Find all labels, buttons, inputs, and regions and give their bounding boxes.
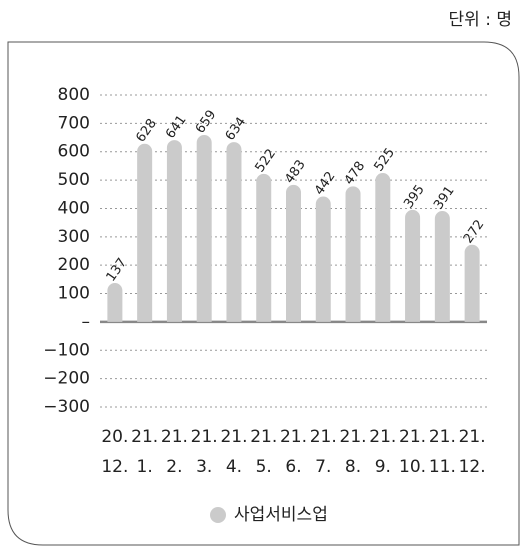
frame — [7, 41, 520, 546]
y-tick-label: 400 — [58, 198, 90, 218]
y-tick-label: 600 — [58, 142, 90, 162]
y-tick-label: 800 — [58, 85, 90, 105]
y-tick-label: – — [82, 312, 91, 332]
value-label: 442 — [312, 169, 339, 198]
x-tick-label: 21. 11. — [429, 427, 456, 477]
x-tick-label: 21. 3. — [191, 427, 218, 477]
x-tick-label: 21. 10. — [399, 427, 426, 477]
bar — [464, 244, 480, 322]
bar — [345, 186, 361, 322]
y-tick-label: −200 — [43, 369, 90, 389]
x-tick-label: 21. 4. — [220, 427, 247, 477]
y-tick-label: 300 — [58, 227, 90, 247]
bar — [196, 134, 212, 322]
y-tick-label: 500 — [58, 170, 90, 190]
bar — [226, 142, 242, 322]
value-label: 483 — [282, 157, 309, 186]
bar — [137, 143, 153, 322]
y-tick-label: 100 — [58, 284, 90, 304]
bar — [286, 184, 301, 322]
x-tick-label: 21. 9. — [369, 427, 396, 477]
y-tick-label: 700 — [58, 113, 90, 133]
x-tick-label: 21. 7. — [310, 427, 337, 477]
bar — [256, 173, 272, 322]
y-tick-label: 200 — [58, 255, 90, 275]
bar — [107, 283, 123, 322]
value-label: 137 — [104, 256, 131, 285]
bar — [434, 211, 450, 322]
x-tick-label: 21. 2. — [161, 427, 188, 477]
bar — [405, 209, 421, 322]
y-tick-label: −100 — [43, 340, 90, 360]
value-label: 522 — [252, 146, 279, 175]
legend-swatch — [210, 507, 226, 523]
value-label: 659 — [193, 108, 220, 137]
value-label: 272 — [461, 217, 488, 246]
x-tick-label: 21. 8. — [340, 427, 367, 477]
value-label: 525 — [372, 146, 399, 175]
legend-label: 사업서비스업 — [234, 505, 328, 525]
unit: 단위 : 명 — [449, 10, 512, 30]
value-label: 478 — [342, 159, 369, 188]
bar — [315, 196, 331, 322]
x-tick-label: 21. 6. — [280, 427, 307, 477]
value-label: 628 — [133, 116, 160, 145]
bar — [166, 140, 182, 322]
x-tick-label: 20. 12. — [101, 427, 128, 477]
x-tick-label: 21. 1. — [131, 427, 158, 477]
value-label: 641 — [163, 113, 190, 142]
x-tick-label: 21. 5. — [250, 427, 277, 477]
x-tick-label: 21. 12. — [459, 427, 486, 477]
bar — [375, 173, 391, 322]
value-label: 634 — [223, 115, 250, 144]
y-tick-label: −300 — [43, 397, 90, 417]
value-label: 395 — [401, 182, 428, 211]
